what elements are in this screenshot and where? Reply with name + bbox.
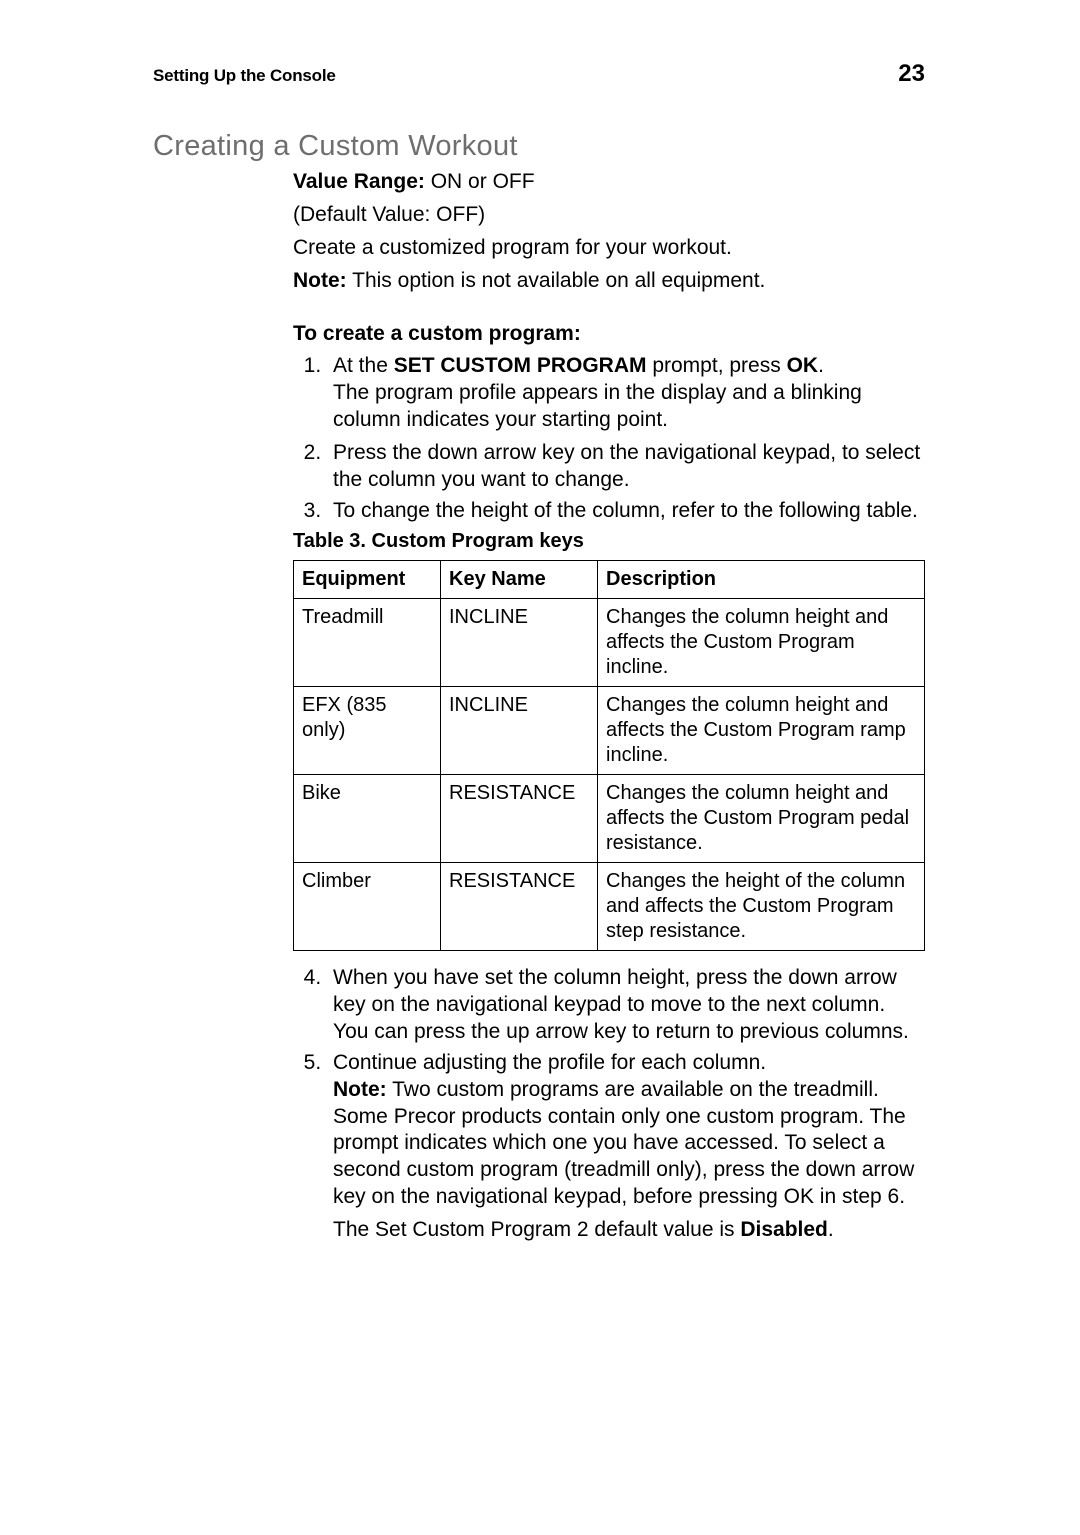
table-header-row: Equipment Key Name Description — [294, 561, 925, 599]
value-range-line: Value Range: ON or OFF — [293, 169, 925, 196]
step-5-text: Continue adjusting the profile for each … — [333, 1051, 766, 1074]
step-5-tail-c: . — [828, 1218, 834, 1241]
step-5-note-label: Note: — [333, 1078, 387, 1101]
table-cell: INCLINE — [441, 599, 598, 687]
step-4: When you have set the column height, pre… — [327, 965, 925, 1046]
table-header-description: Description — [598, 561, 925, 599]
step-3: To change the height of the column, refe… — [327, 498, 925, 525]
table-row: EFX (835 only) INCLINE Changes the colum… — [294, 687, 925, 775]
table-cell: EFX (835 only) — [294, 687, 441, 775]
table-row: Bike RESISTANCE Changes the column heigh… — [294, 775, 925, 863]
step-1: At the SET CUSTOM PROGRAM prompt, press … — [327, 353, 925, 434]
table-cell: Bike — [294, 775, 441, 863]
step-1-frag-c: prompt, press — [647, 354, 787, 377]
table-cell: Changes the column height and affects th… — [598, 599, 925, 687]
custom-program-keys-table: Equipment Key Name Description Treadmill… — [293, 560, 925, 951]
step-2: Press the down arrow key on the navigati… — [327, 440, 925, 494]
procedure-list: At the SET CUSTOM PROGRAM prompt, press … — [293, 353, 925, 524]
body-content: Value Range: ON or OFF (Default Value: O… — [293, 169, 925, 1244]
table-cell: Changes the height of the column and aff… — [598, 863, 925, 951]
running-header-title: Setting Up the Console — [153, 66, 336, 86]
step-5-note: Note: Two custom programs are available … — [333, 1077, 925, 1211]
step-1-frag-b: SET CUSTOM PROGRAM — [394, 354, 647, 377]
running-header: Setting Up the Console 23 — [153, 60, 925, 88]
step-1-frag-a: At the — [333, 354, 394, 377]
step-5-note-body: Two custom programs are available on the… — [333, 1078, 914, 1209]
table-row: Climber RESISTANCE Changes the height of… — [294, 863, 925, 951]
procedure-list-continued: When you have set the column height, pre… — [293, 965, 925, 1244]
step-1-frag-d: OK — [787, 354, 819, 377]
intro-note-line: Note: This option is not available on al… — [293, 268, 925, 295]
procedure-heading: To create a custom program: — [293, 321, 925, 348]
step-1-sub: The program profile appears in the displ… — [333, 380, 925, 434]
procedure-heading-text: To create a custom program: — [293, 322, 581, 345]
table-cell: Treadmill — [294, 599, 441, 687]
section-heading: Creating a Custom Workout — [153, 130, 925, 163]
step-5: Continue adjusting the profile for each … — [327, 1050, 925, 1244]
intro-note-value: This option is not available on all equi… — [347, 269, 766, 292]
running-header-page-number: 23 — [898, 60, 925, 88]
table-cell: INCLINE — [441, 687, 598, 775]
table-cell: Changes the column height and affects th… — [598, 775, 925, 863]
step-5-tail-b: Disabled — [740, 1218, 828, 1241]
table-cell: Climber — [294, 863, 441, 951]
step-5-tail-a: The Set Custom Program 2 default value i… — [333, 1218, 740, 1241]
table-row: Treadmill INCLINE Changes the column hei… — [294, 599, 925, 687]
intro-description: Create a customized program for your wor… — [293, 235, 925, 262]
table-cell: RESISTANCE — [441, 863, 598, 951]
value-range-value: ON or OFF — [425, 170, 535, 193]
table-header-equipment: Equipment — [294, 561, 441, 599]
value-range-label: Value Range: — [293, 170, 425, 193]
default-value-line: (Default Value: OFF) — [293, 202, 925, 229]
step-5-tail: The Set Custom Program 2 default value i… — [333, 1217, 925, 1244]
table-header-key-name: Key Name — [441, 561, 598, 599]
step-1-frag-e: . — [818, 354, 824, 377]
intro-note-label: Note: — [293, 269, 347, 292]
table-caption: Table 3. Custom Program keys — [293, 529, 925, 555]
step-1-text: At the SET CUSTOM PROGRAM prompt, press … — [333, 354, 824, 377]
table-cell: Changes the column height and affects th… — [598, 687, 925, 775]
page: Setting Up the Console 23 Creating a Cus… — [0, 0, 1080, 1535]
table-cell: RESISTANCE — [441, 775, 598, 863]
